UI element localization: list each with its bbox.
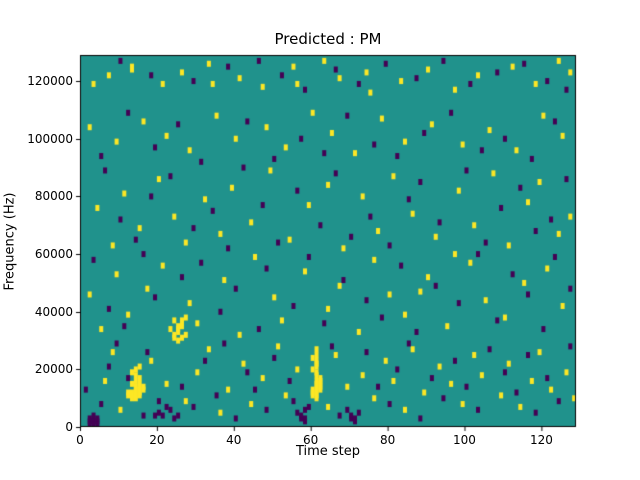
y-tick-label: 100000 [27, 131, 73, 146]
y-tick-label: 60000 [34, 246, 73, 261]
x-tick-label: 100 [453, 433, 476, 447]
y-tick-label: 40000 [34, 304, 73, 319]
y-tick-label: 120000 [27, 73, 73, 88]
chart-title: Predicted : PM [274, 30, 382, 48]
x-tick-label: 40 [226, 433, 242, 447]
x-tick-label: 60 [303, 433, 319, 447]
y-tick-label: 20000 [34, 362, 73, 377]
x-axis-label: Time step [295, 444, 361, 459]
x-tick-label: 80 [379, 433, 396, 447]
x-tick-label: 20 [149, 433, 165, 447]
y-axis-label: Frequency (Hz) [2, 192, 18, 291]
y-tick-label: 0 [65, 420, 73, 434]
x-tick-label: 120 [529, 433, 553, 447]
y-tick-label: 80000 [34, 189, 73, 204]
x-tick-label: 0 [76, 433, 84, 447]
